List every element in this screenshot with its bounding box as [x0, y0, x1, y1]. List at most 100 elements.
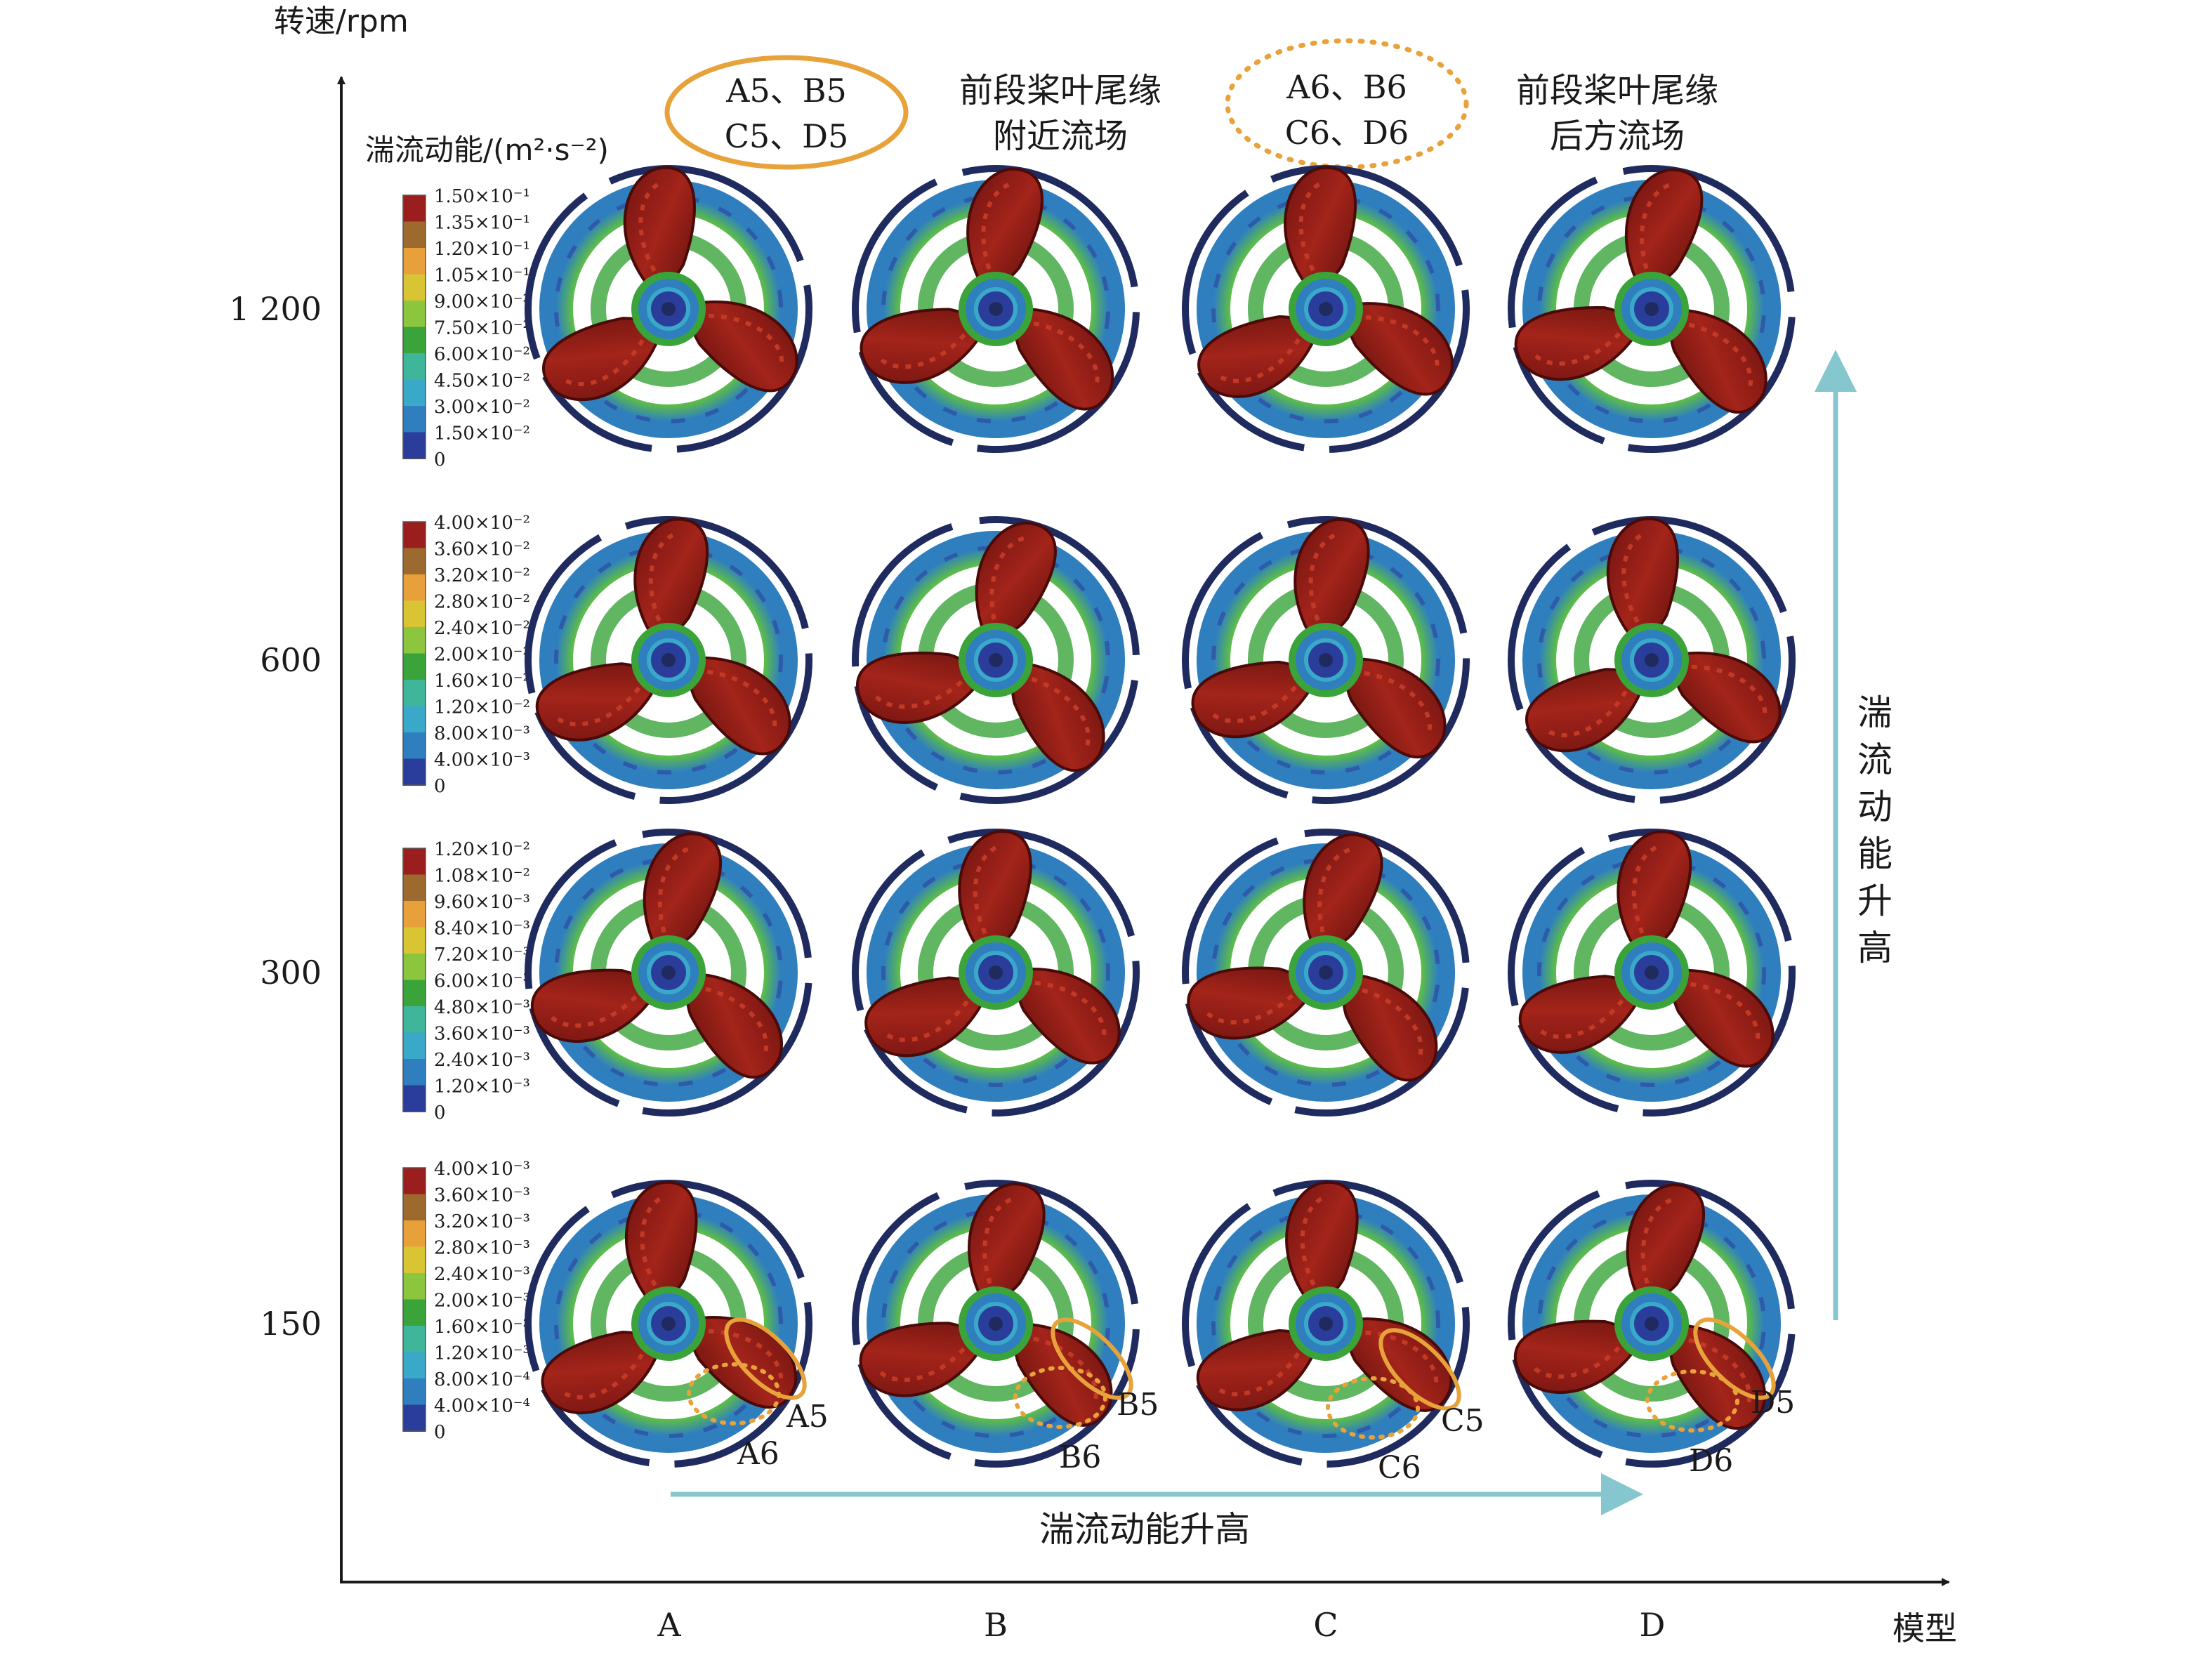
colorbar-label: 1.20×10⁻¹: [434, 239, 530, 260]
propeller-tke-plot: [1496, 1169, 1806, 1478]
dotted-ellipse-label: B6: [1059, 1440, 1101, 1475]
colorbar-segment: [403, 1032, 426, 1060]
colorbar-segment: [403, 195, 426, 223]
colorbar-segment: [403, 1220, 426, 1248]
colorbar-segment: [403, 1059, 426, 1086]
colorbar: 1.20×10⁻² 1.08×10⁻² 9.60×10⁻³ 8.40×10⁻³ 7.20…: [402, 839, 530, 1124]
propeller-tke-plot: [508, 150, 827, 468]
vertical-trend-char: 升: [1857, 881, 1892, 921]
y-tick-label: 150: [260, 1305, 322, 1343]
y-tick-label: 300: [260, 954, 322, 992]
colorbar-label: 1.20×10⁻²: [434, 839, 530, 860]
colorbar-label: 0: [434, 1102, 446, 1124]
colorbar-segment: [403, 874, 426, 902]
colorbar-segment: [403, 221, 426, 249]
propeller-tke-plot: [524, 517, 811, 803]
propeller-tke-plot: [844, 1173, 1145, 1473]
dotted-ellipse-marker: [1645, 1369, 1739, 1432]
colorbar-segment: [403, 706, 426, 733]
colorbar-segment: [403, 1326, 426, 1353]
colorbar-segment: [403, 1404, 426, 1432]
colorbar-frame: [402, 195, 426, 459]
propeller-tke-plot: [846, 825, 1143, 1121]
y-tick-labels: 1 200 600 300 150: [229, 290, 322, 1343]
colorbar-label: 2.00×10⁻³: [434, 1291, 530, 1312]
colorbar-segment: [403, 653, 426, 680]
propeller-tke-plot: [1492, 501, 1810, 819]
colorbar-label: 0: [434, 1422, 446, 1443]
x-axis-label: 模型: [1892, 1609, 1957, 1647]
colorbar-segment: [403, 1299, 426, 1326]
x-tick-label: A: [657, 1606, 681, 1644]
dotted-legend-desc2: 后方流场: [1550, 117, 1685, 156]
colorbar-label: 3.60×10⁻²: [434, 539, 530, 560]
vertical-trend-char: 流: [1857, 739, 1892, 780]
colorbar-segment: [403, 406, 426, 433]
colorbar-segment: [403, 1273, 426, 1300]
colorbar-segment: [403, 379, 426, 407]
propeller-grid: [508, 150, 1810, 1480]
colorbar-label: 4.00×10⁻³: [434, 1159, 530, 1180]
horizontal-trend-label: 湍流动能升高: [1039, 1509, 1250, 1550]
colorbar-label: 8.40×10⁻³: [434, 918, 530, 940]
colorbar-segment: [403, 327, 426, 354]
x-tick-labels: A B C D: [657, 1606, 1665, 1644]
vertical-trend-char: 动: [1857, 786, 1892, 827]
colorbar-label: 2.80×10⁻²: [434, 592, 530, 613]
colorbar-segment: [403, 1006, 426, 1034]
x-tick-label: B: [984, 1606, 1008, 1644]
propeller-tke-plot: [513, 818, 823, 1127]
colorbar-label: 1.50×10⁻²: [434, 423, 530, 444]
colorbar: 1.50×10⁻¹ 1.35×10⁻¹ 1.20×10⁻¹ 1.05×10⁻¹ 9.00…: [402, 186, 530, 470]
y-tick-label: 1 200: [229, 290, 322, 328]
y-tick-label: 600: [260, 641, 322, 679]
colorbar-label: 8.00×10⁻⁴: [434, 1369, 530, 1390]
solid-ellipse-label: C5: [1441, 1403, 1484, 1439]
colorbar-segment: [403, 980, 426, 1007]
x-tick-label: C: [1313, 1606, 1338, 1644]
colorbar-segment: [403, 758, 426, 786]
colorbar-segment: [403, 848, 426, 876]
colorbar-label: 2.40×10⁻³: [434, 1050, 530, 1071]
x-tick-label: D: [1640, 1606, 1666, 1644]
colorbar-label: 1.35×10⁻¹: [434, 213, 530, 234]
colorbar-label: 8.00×10⁻³: [434, 723, 530, 744]
colorbar-segment: [403, 548, 426, 575]
dotted-ellipse-label: D6: [1689, 1443, 1733, 1479]
propeller-tke-plot: [1498, 157, 1804, 461]
colorbar-segment: [403, 1194, 426, 1221]
colorbar-segment: [403, 522, 426, 549]
colorbar-segment: [403, 1246, 426, 1274]
colorbar-segment: [403, 301, 426, 328]
colorbar-label: 6.00×10⁻²: [434, 344, 530, 365]
colorbar-label: 3.00×10⁻²: [434, 397, 530, 418]
colorbar-segment: [403, 927, 426, 954]
colorbar-label: 9.00×10⁻²: [434, 291, 530, 312]
dotted-legend-line1: A6、B6: [1286, 68, 1407, 106]
colorbar-label: 4.00×10⁻⁴: [434, 1396, 530, 1417]
colorbar-label: 1.08×10⁻²: [434, 866, 530, 887]
colorbar-frame: [402, 1167, 426, 1432]
colorbar-segment: [403, 574, 426, 602]
colorbar-label: 0: [434, 776, 446, 797]
dotted-ellipse-label: C6: [1378, 1450, 1421, 1486]
dotted-legend-desc1: 前段桨叶尾缘: [1516, 71, 1718, 110]
colorbar-frame: [402, 521, 426, 786]
colorbar-segment: [403, 274, 426, 301]
propeller-tke-plot: [1181, 517, 1468, 803]
dotted-ellipse-marker: [687, 1362, 781, 1425]
colorbar-label: 1.20×10⁻³: [434, 1343, 530, 1364]
colorbar-segment: [403, 680, 426, 707]
dotted-ellipse-label: A6: [737, 1436, 779, 1472]
propeller-tke-plot: [1166, 814, 1484, 1131]
colorbar-label: 3.60×10⁻³: [434, 1024, 530, 1045]
colorbar-label: 2.40×10⁻³: [434, 1264, 530, 1285]
colorbar-segment: [403, 1352, 426, 1379]
colorbar-title: 湍流动能/(m²·s⁻²): [365, 133, 609, 167]
colorbar-label: 6.00×10⁻³: [434, 971, 530, 992]
solid-legend-desc1: 前段桨叶尾缘: [959, 71, 1161, 110]
solid-ellipse-marker: [724, 1317, 807, 1400]
colorbar-label: 4.50×10⁻²: [434, 371, 530, 392]
